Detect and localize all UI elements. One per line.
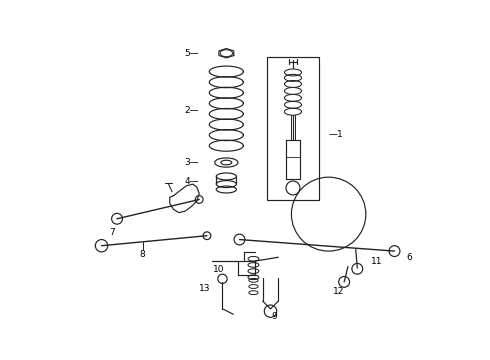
Text: 13: 13 [199, 284, 211, 293]
Text: 6: 6 [406, 253, 412, 262]
Text: 4—: 4— [185, 177, 199, 186]
Text: 3—: 3— [184, 158, 199, 167]
Text: —1: —1 [329, 130, 343, 139]
Text: 2—: 2— [185, 107, 199, 116]
Text: 7: 7 [109, 228, 115, 237]
Text: 10: 10 [213, 265, 224, 274]
Text: 8: 8 [140, 251, 146, 260]
Bar [267, 57, 319, 199]
Text: 9: 9 [271, 312, 277, 321]
Text: 12: 12 [333, 287, 344, 296]
Text: 11: 11 [371, 257, 383, 266]
Text: 5—: 5— [184, 49, 199, 58]
